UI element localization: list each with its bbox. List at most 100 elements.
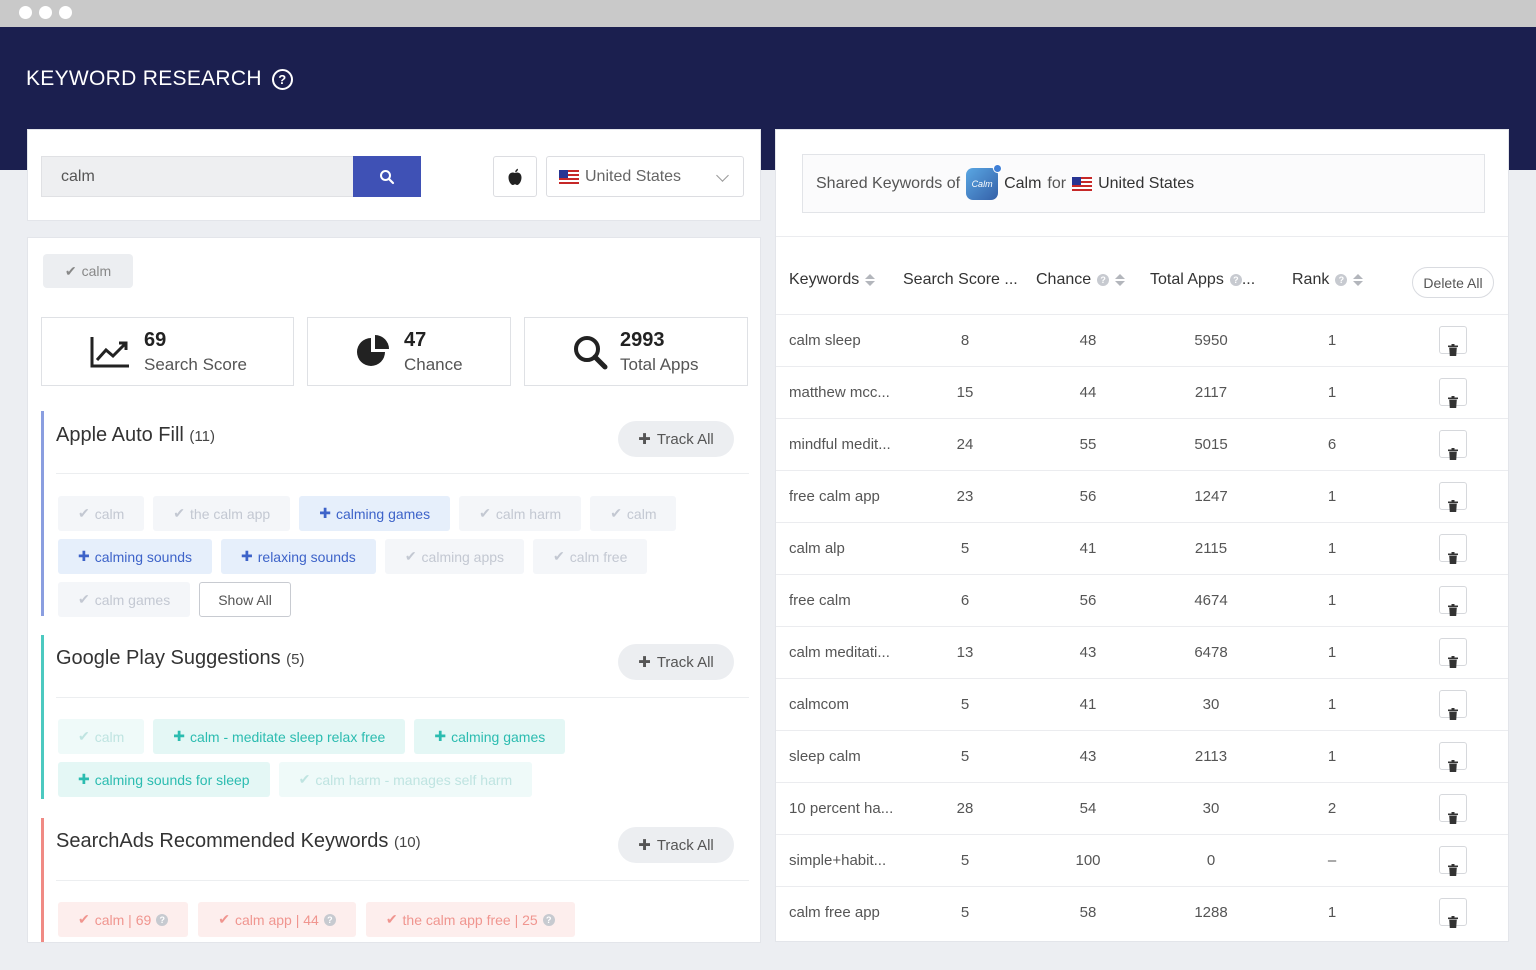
window-maximize-dot[interactable] — [59, 6, 72, 19]
help-icon[interactable]: ? — [323, 913, 336, 926]
column-header-total-apps[interactable]: Total Apps ?... — [1150, 271, 1255, 289]
column-header-keywords[interactable]: Keywords — [789, 271, 876, 289]
shared-keywords-header: Shared Keywords of Calm Calm for United … — [802, 154, 1485, 213]
check-icon: ✔ — [78, 911, 90, 927]
cell-rank: 1 — [1327, 748, 1337, 765]
country-select[interactable]: United States — [546, 156, 744, 197]
help-icon[interactable]: ? — [271, 68, 293, 90]
search-input[interactable]: calm — [41, 156, 354, 197]
keyword-chips: ✔ calm ✚ calm - meditate sleep relax free … — [58, 719, 738, 797]
table-row: simple+habit... 5 100 0 – — [776, 834, 1508, 886]
help-icon[interactable]: ? — [542, 913, 555, 926]
delete-row-button[interactable] — [1439, 326, 1467, 356]
delete-row-button[interactable] — [1439, 846, 1467, 876]
cell-total-apps: 5015 — [1194, 436, 1228, 453]
delete-row-button[interactable] — [1439, 638, 1467, 668]
track-all-button[interactable]: ✚ Track All — [618, 827, 734, 863]
window-minimize-dot[interactable] — [39, 6, 52, 19]
keyword-chip[interactable]: ✔ calm | 69? — [58, 902, 189, 937]
cell-total-apps: 0 — [1206, 852, 1216, 869]
delete-row-button[interactable] — [1439, 898, 1467, 928]
delete-row-button[interactable] — [1439, 378, 1467, 408]
trash-icon — [1448, 708, 1458, 720]
delete-row-button[interactable] — [1439, 690, 1467, 720]
chip-label: relaxing sounds — [257, 548, 356, 565]
delete-all-button[interactable]: Delete All — [1412, 267, 1494, 298]
divider — [776, 236, 1508, 237]
column-header-chance[interactable]: Chance ? — [1036, 271, 1126, 289]
cell-rank: 2 — [1327, 800, 1337, 817]
keyword-chip[interactable]: ✔ calm harm - manages self harm — [278, 762, 533, 797]
section-divider — [56, 473, 749, 474]
window-close-dot[interactable] — [19, 6, 32, 19]
cell-total-apps: 2117 — [1194, 384, 1228, 401]
search-icon — [574, 335, 608, 369]
keyword-chip[interactable]: ✚ calming sounds — [58, 539, 213, 574]
track-all-button[interactable]: ✚ Track All — [618, 421, 734, 457]
keyword-chip[interactable]: ✚ relaxing sounds — [221, 539, 376, 574]
cell-search-score: 5 — [960, 540, 970, 557]
keyword-chip[interactable]: ✔ calm free — [533, 539, 648, 574]
chip-label: the calm app — [190, 505, 271, 522]
keyword-chip[interactable]: ✔ calm — [590, 496, 677, 531]
sort-icon — [865, 274, 876, 286]
section-accent-bar — [41, 818, 44, 942]
track-all-label: Track All — [656, 836, 714, 854]
help-icon[interactable]: ? — [1335, 274, 1348, 286]
plus-icon: ✚ — [434, 728, 447, 744]
chip-label: calm | 69 — [94, 911, 152, 928]
keyword-chip[interactable]: ✚ calming games — [299, 496, 451, 531]
delete-row-button[interactable] — [1439, 482, 1467, 512]
cell-total-apps: 4674 — [1194, 592, 1228, 609]
column-header-search-score[interactable]: Search Score ... — [903, 271, 1018, 289]
selected-keyword-label: calm — [81, 263, 112, 279]
delete-row-button[interactable] — [1439, 742, 1467, 772]
keyword-chip[interactable]: ✔ the calm app — [153, 496, 291, 531]
section-title-text: Apple Auto Fill — [56, 424, 184, 446]
help-icon[interactable]: ? — [1229, 274, 1242, 286]
cell-total-apps: 30 — [1202, 696, 1220, 713]
delete-row-button[interactable] — [1439, 430, 1467, 460]
cell-total-apps: 5950 — [1194, 332, 1228, 349]
selected-keyword-chip[interactable]: ✔ calm — [43, 254, 133, 288]
sort-icon — [1353, 274, 1364, 286]
section-count: (11) — [189, 428, 215, 445]
delete-row-button[interactable] — [1439, 586, 1467, 616]
keyword-chip[interactable]: ✔ the calm app free | 25? — [365, 902, 575, 937]
page-title: KEYWORD RESEARCH ? — [26, 67, 293, 91]
apple-icon — [508, 168, 522, 185]
table-row: sleep calm 5 43 2113 1 — [776, 730, 1508, 782]
store-toggle-button[interactable] — [493, 156, 537, 197]
delete-row-button[interactable] — [1439, 794, 1467, 824]
cell-chance: 100 — [1075, 852, 1101, 869]
track-all-button[interactable]: ✚ Track All — [618, 644, 734, 680]
keyword-chip[interactable]: ✚ calming sounds for sleep — [58, 762, 270, 797]
cell-chance: 48 — [1079, 332, 1097, 349]
keyword-chip[interactable]: ✔ calm harm — [459, 496, 582, 531]
keyword-chip[interactable]: ✔ calm app | 44? — [198, 902, 356, 937]
keyword-chip[interactable]: ✚ calm - meditate sleep relax free — [153, 719, 406, 754]
help-icon[interactable]: ? — [1097, 274, 1110, 286]
keyword-chip[interactable]: ✔ calming apps — [384, 539, 525, 574]
delete-row-button[interactable] — [1439, 534, 1467, 564]
cell-keyword: sleep calm — [789, 748, 861, 765]
cell-rank: 6 — [1327, 436, 1337, 453]
cell-rank: 1 — [1327, 904, 1337, 921]
cell-chance: 41 — [1079, 540, 1097, 557]
column-header-rank[interactable]: Rank ? — [1292, 271, 1364, 289]
keyword-chip[interactable]: ✔ calm — [58, 719, 145, 754]
shared-country: United States — [1098, 174, 1195, 192]
keyword-chip[interactable]: ✔ calm — [58, 496, 145, 531]
show-all-button[interactable]: Show All — [199, 582, 291, 617]
chip-label: calm app | 44 — [235, 911, 319, 928]
plus-icon: ✚ — [638, 654, 651, 671]
cell-keyword: free calm app — [789, 488, 880, 505]
search-button[interactable] — [353, 156, 421, 197]
cell-search-score: 5 — [960, 852, 970, 869]
chip-label: calm — [626, 505, 657, 522]
keyword-chip[interactable]: ✔ calm games — [58, 582, 191, 617]
cell-keyword: matthew mcc... — [789, 384, 890, 401]
help-icon[interactable]: ? — [156, 913, 169, 926]
keyword-chip[interactable]: ✚ calming games — [414, 719, 566, 754]
chip-label: calm harm — [495, 505, 562, 522]
